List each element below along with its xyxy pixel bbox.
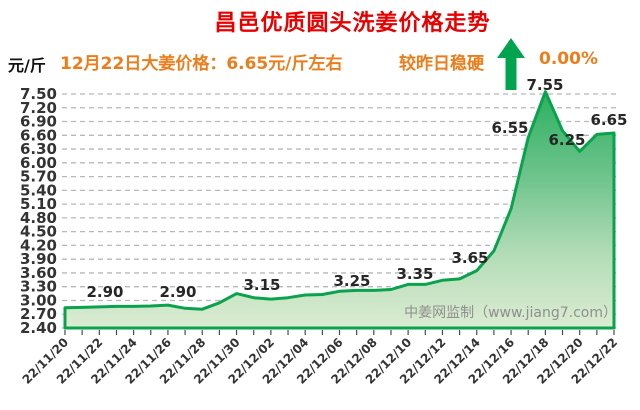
y-axis-tick-label: 5.40	[20, 181, 57, 199]
y-axis-tick-label: 4.20	[20, 236, 57, 254]
data-point-label: 6.55	[491, 119, 528, 137]
y-axis-tick-label: 6.30	[20, 140, 57, 158]
data-point-label: 3.35	[396, 265, 433, 283]
y-axis-tick-label: 3.60	[20, 264, 57, 282]
y-axis-tick-label: 6.00	[20, 154, 57, 172]
trend-note: 较昨日稳硬	[399, 54, 484, 74]
y-axis-tick-label: 6.60	[20, 126, 57, 144]
data-point-label: 2.90	[86, 283, 123, 301]
y-axis-tick-label: 4.50	[20, 223, 57, 241]
data-point-label: 6.65	[590, 111, 627, 129]
y-axis-tick-label: 7.20	[20, 99, 57, 117]
data-point-label: 3.65	[451, 249, 488, 267]
y-axis-tick-label: 6.90	[20, 113, 57, 131]
watermark: 中姜网监制（www.jiang7.com）	[404, 305, 617, 321]
y-axis-tick-label: 5.70	[20, 168, 57, 186]
y-axis-tick-label: 3.30	[20, 278, 57, 296]
y-axis-tick-label: 3.00	[20, 291, 57, 309]
up-arrow-icon	[497, 38, 525, 90]
data-point-label: 3.25	[333, 272, 370, 290]
price-area-series	[63, 90, 616, 330]
data-point-label: 7.55	[526, 76, 563, 94]
page-title: 昌邑优质圆头洗姜价格走势	[214, 11, 491, 36]
y-axis-tick-label: 2.40	[20, 319, 57, 337]
trend-percentage: 0.00%	[539, 49, 598, 69]
y-axis-tick-label: 2.70	[20, 305, 57, 323]
y-axis-tick-label: 4.80	[20, 209, 57, 227]
data-point-label: 2.90	[159, 283, 196, 301]
y-axis-tick-label: 7.50	[20, 85, 57, 103]
y-axis-tick-label: 3.90	[20, 250, 57, 268]
price-note: 12月22日大姜价格：6.65元/斤左右	[60, 54, 343, 74]
y-axis-tick-label: 5.10	[20, 195, 57, 213]
y-axis-unit-label: 元/斤	[8, 56, 46, 75]
data-point-label: 3.15	[243, 276, 280, 294]
data-point-label: 6.25	[548, 131, 585, 149]
